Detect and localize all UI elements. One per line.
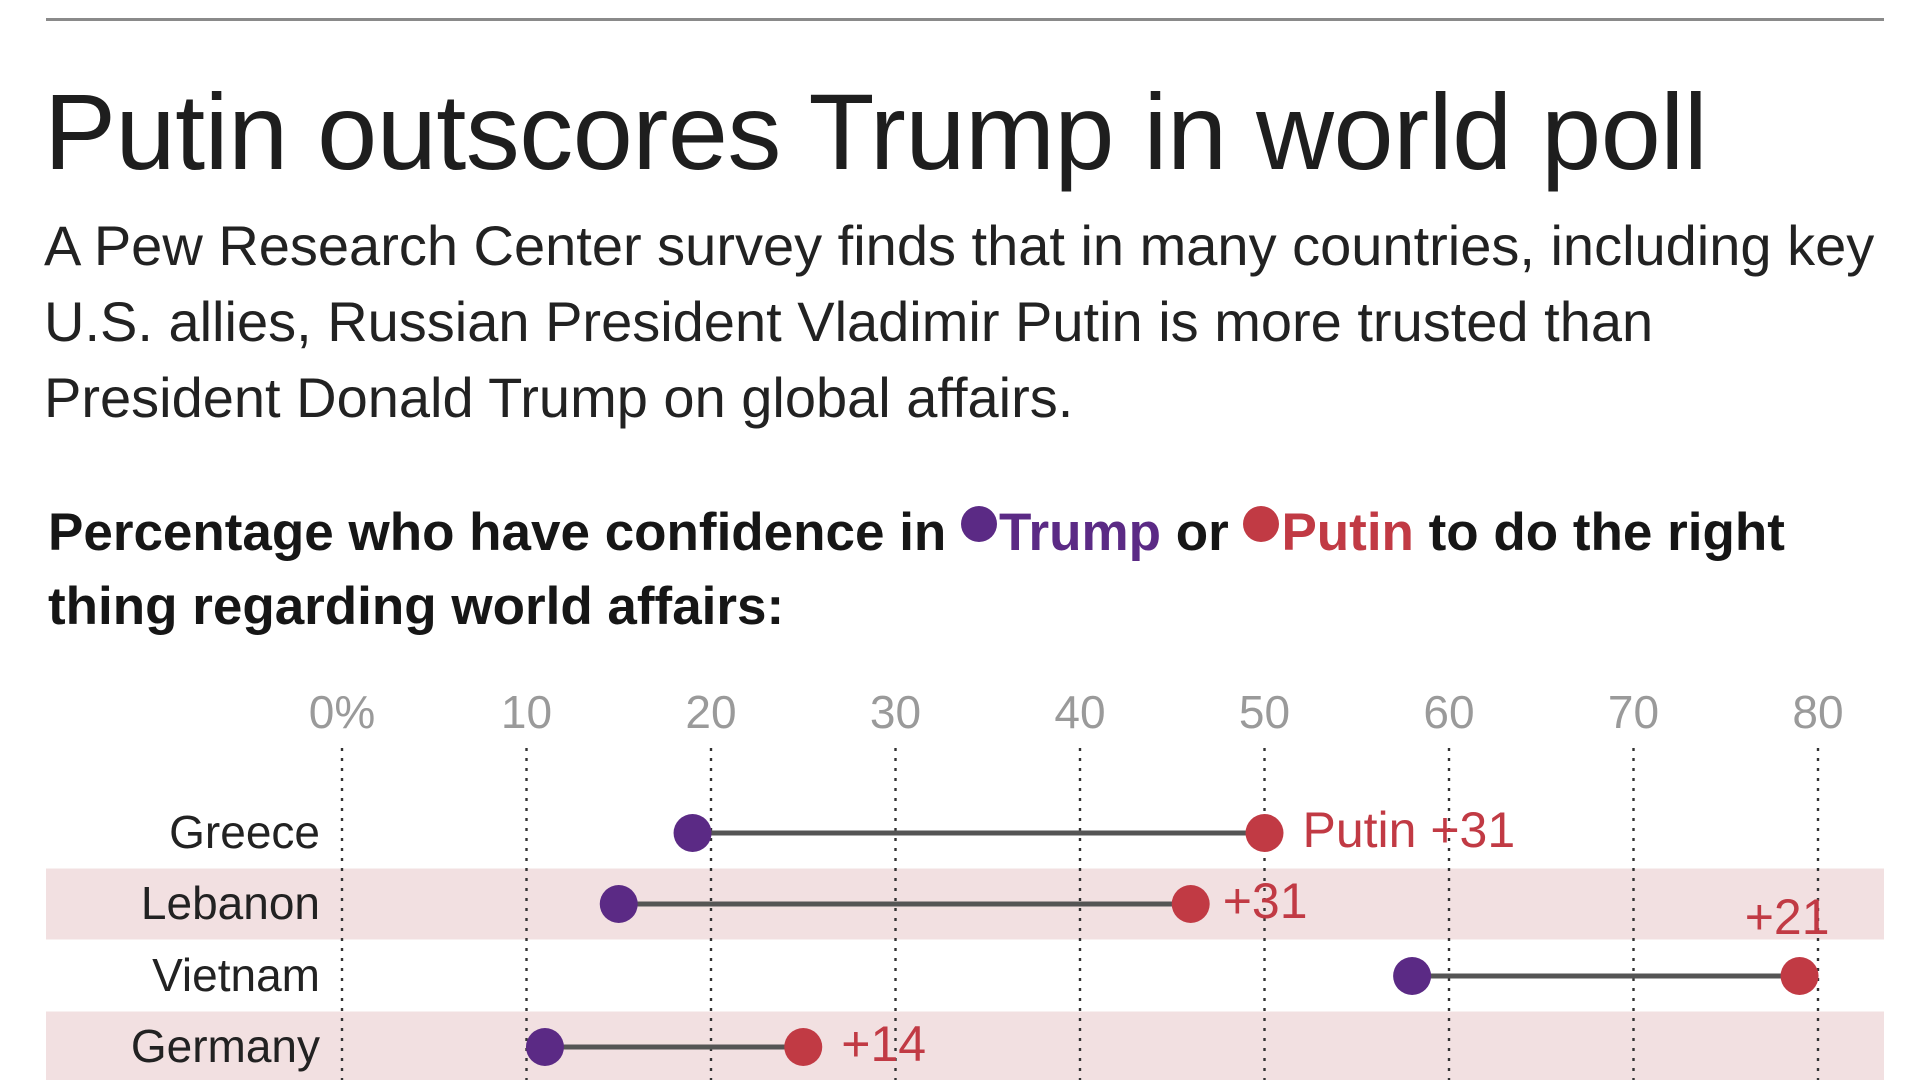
top-rule	[46, 18, 1884, 21]
x-tick-label: 20	[685, 686, 736, 738]
heading-or: or	[1161, 503, 1244, 562]
x-tick-label: 10	[501, 686, 552, 738]
putin-dot	[1245, 814, 1284, 852]
category-label: Lebanon	[141, 877, 320, 929]
x-tick-label: 30	[870, 686, 921, 738]
legend-putin: Putin	[1281, 503, 1414, 562]
x-tick-label: 40	[1054, 686, 1105, 738]
page-title: Putin outscores Trump in world poll	[44, 71, 1708, 192]
heading-suffix: to do the right thing regarding world af…	[48, 503, 1785, 636]
difference-label: +31	[1223, 873, 1308, 929]
trump-dot	[673, 814, 712, 852]
category-label: Vietnam	[152, 949, 320, 1001]
trump-legend-dot-icon	[961, 506, 998, 542]
difference-label: +14	[841, 1016, 926, 1072]
putin-dot	[1780, 957, 1819, 995]
x-tick-label: 80	[1792, 686, 1843, 738]
legend-trump: Trump	[999, 503, 1161, 562]
trump-dot	[1393, 957, 1432, 995]
subtitle: A Pew Research Center survey finds that …	[44, 214, 1875, 429]
row-band	[46, 1011, 1884, 1080]
putin-dot	[1171, 885, 1210, 923]
trump-dot	[599, 885, 638, 923]
x-tick-label: 60	[1423, 686, 1474, 738]
heading-prefix: Percentage who have confidence in	[48, 503, 962, 562]
x-tick-label: 0%	[309, 686, 375, 738]
trump-dot	[525, 1028, 564, 1066]
putin-dot	[784, 1028, 823, 1066]
x-tick-label: 70	[1608, 686, 1659, 738]
category-label: Greece	[169, 806, 320, 858]
x-tick-label: 50	[1239, 686, 1290, 738]
difference-label: +21	[1745, 889, 1830, 945]
category-label: Germany	[131, 1020, 320, 1072]
difference-label: Putin +31	[1303, 802, 1516, 858]
putin-legend-dot-icon	[1243, 506, 1280, 542]
chart-heading: Percentage who have confidence in Trump …	[48, 496, 1908, 644]
